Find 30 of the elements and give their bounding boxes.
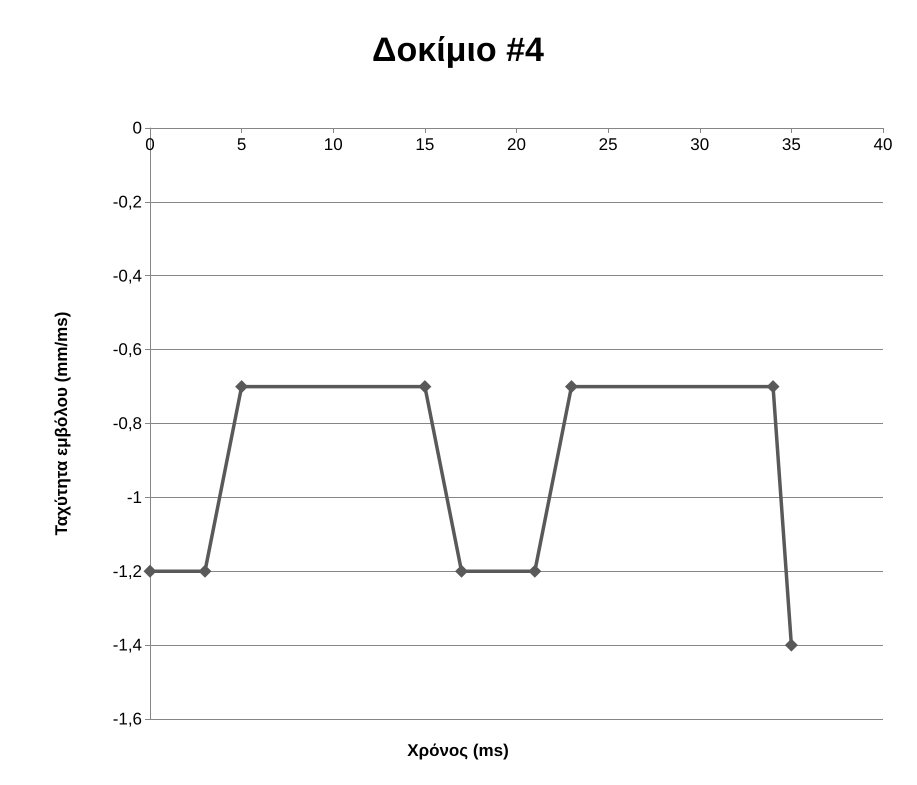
y-tick-label: -1,2 (112, 562, 142, 581)
x-tick-label: 10 (324, 135, 343, 154)
point (418, 380, 432, 394)
chart-title: Δοκίμιο #4 (372, 31, 544, 69)
point (144, 564, 156, 578)
point (564, 380, 578, 394)
x-tick-label: 0 (145, 135, 155, 154)
x-tick-label: 40 (874, 135, 892, 154)
point (528, 564, 542, 578)
y-tick-label: -0,2 (112, 192, 142, 212)
y-tick-label: -0,6 (112, 340, 142, 360)
point (198, 564, 212, 578)
y-tick-label: -1,6 (112, 710, 142, 728)
y-tick-label: -1 (126, 488, 142, 507)
x-tick-label: 25 (598, 135, 618, 154)
y-tick-label: -0,8 (112, 414, 142, 433)
x-tick-label: 35 (782, 135, 801, 154)
x-axis-title: Χρόνος (ms) (407, 741, 509, 760)
x-tick-label: 15 (415, 135, 434, 154)
x-tick-label: 20 (507, 135, 526, 154)
y-tick-label: 0 (132, 118, 142, 138)
x-tick-label: 30 (690, 135, 710, 154)
y-tick-label: -0,4 (112, 266, 142, 286)
point (784, 638, 798, 652)
point (235, 380, 248, 394)
point (455, 564, 468, 578)
y-tick-label: -1,4 (112, 636, 142, 655)
point (766, 380, 780, 394)
x-tick-label: 5 (236, 135, 246, 154)
y-axis-title: Ταχύτητα εμβόλου (mm/ms) (52, 312, 71, 536)
